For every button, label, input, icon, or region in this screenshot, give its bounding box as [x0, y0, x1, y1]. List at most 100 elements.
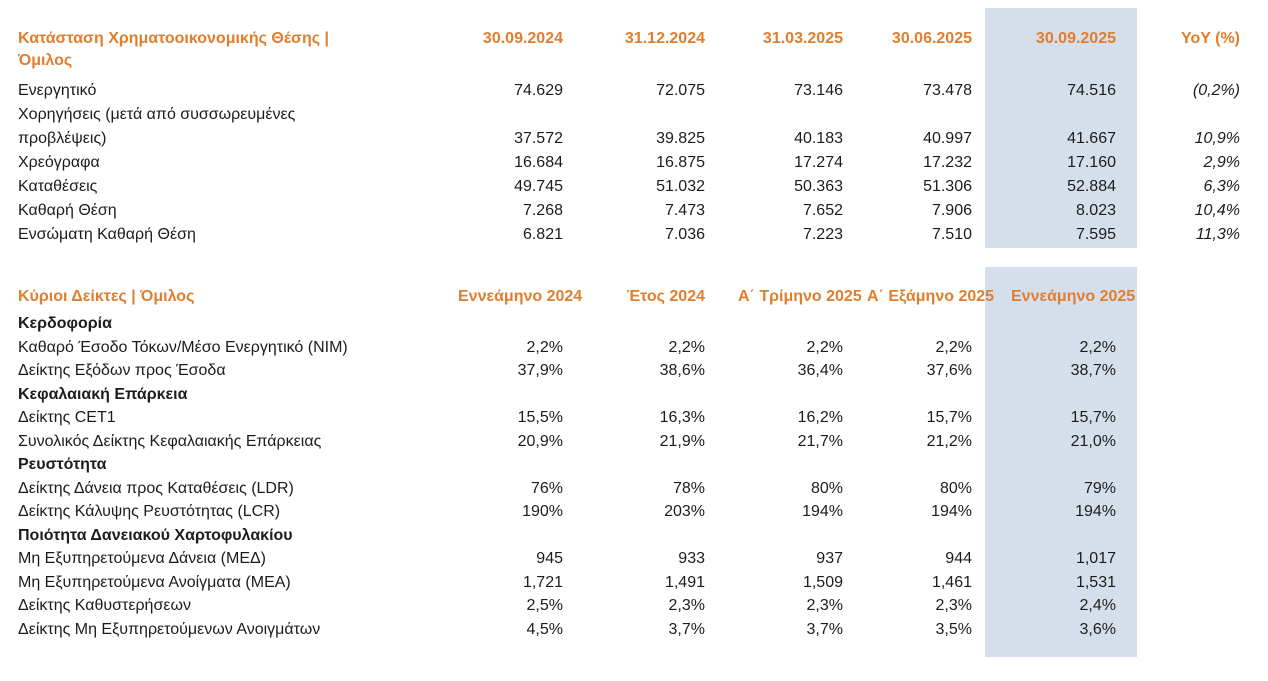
cell-value: 73.146 — [794, 82, 843, 99]
column-header-label: 30.09.2025 — [1035, 30, 1116, 47]
key-ratios-row: Δείκτης Κάλυψης Ρευστότητας (LCR) 190% 203… — [18, 500, 1268, 524]
cell-value: 194% — [1075, 503, 1116, 520]
key-ratios-row: Μη Εξυπηρετούμενα Ανοίγματα (ΜΕΑ) 1,721 1,… — [18, 571, 1268, 595]
cell-value: 937 — [816, 550, 843, 567]
cell-value: 7.595 — [1075, 226, 1116, 243]
column-header-year-2024: Έτος 2024 — [563, 286, 705, 308]
cell-value: 21,0% — [1070, 432, 1116, 450]
cell-value: 3,6% — [1079, 620, 1116, 638]
financial-position-row: Καταθέσεις 49.745 51.032 50.363 51.306 52.884… — [18, 175, 1268, 199]
cell-value: 945 — [536, 550, 563, 567]
section-label: Κεφαλαιακή Επάρκεια — [18, 385, 188, 403]
financial-position-rows: Ενεργητικό 74.629 72.075 73.146 73.478 74.516… — [18, 79, 1268, 247]
key-ratios-row: Δείκτης Καθυστερήσεων 2,5% 2,3% 2,3% 2,3% 2,4… — [18, 594, 1268, 618]
cell-value: 41.667 — [1067, 130, 1116, 147]
financial-position-row: Καθαρή Θέση 7.268 7.473 7.652 7.906 8.023 10,4… — [18, 199, 1268, 223]
column-header-label: YoY (%) — [1181, 30, 1240, 47]
row-label: Δείκτης CET1 — [18, 409, 116, 426]
key-ratios-table: Κύριοι Δείκτες | Όμιλος Εννεάμηνο 2024 Έ… — [0, 286, 1268, 641]
financial-position-title: Κατάσταση Χρηματοοικονομικής Θέσης | Όμι… — [18, 30, 330, 69]
cell-value: 16.684 — [514, 154, 563, 171]
cell-value: 1,509 — [802, 573, 843, 591]
cell-value: 17.232 — [923, 154, 972, 171]
cell-value: 15,7% — [1070, 409, 1116, 426]
cell-value: 4,5% — [526, 620, 563, 638]
highlight-column-band-key-ratios — [985, 267, 1137, 657]
row-label: Δείκτης Μη Εξυπηρετούμενων Ανοιγμάτων — [18, 620, 321, 638]
cell-value: 40.997 — [923, 130, 972, 147]
cell-value: 2,3% — [806, 597, 843, 614]
cell-value: 2,3% — [668, 597, 705, 614]
financial-position-row: Χρεόγραφα 16.684 16.875 17.274 17.232 17.160 2… — [18, 151, 1268, 175]
cell-value: 36,4% — [797, 362, 843, 379]
column-header-label: Έτος 2024 — [626, 288, 705, 305]
row-label: Χρεόγραφα — [18, 154, 100, 171]
row-label: Συνολικός Δείκτης Κεφαλαιακής Επάρκειας — [18, 432, 322, 450]
highlight-column-band-financial-position — [985, 8, 1137, 248]
cell-value: 52.884 — [1067, 178, 1116, 195]
column-header-30-09-2024: 30.09.2024 — [378, 28, 563, 50]
cell-value: 2,3% — [935, 597, 972, 614]
cell-value: 37.572 — [514, 130, 563, 147]
cell-value: 21,7% — [797, 432, 843, 450]
column-header-label: 30.06.2025 — [891, 30, 972, 47]
key-ratios-row: Δείκτης Μη Εξυπηρετούμενων Ανοιγμάτων 4,5… — [18, 618, 1268, 642]
column-header-label: 31.03.2025 — [762, 30, 843, 47]
cell-value: 21,2% — [926, 432, 972, 450]
key-ratios-row: Δείκτης CET1 15,5% 16,3% 16,2% 15,7% 15,7% — [18, 406, 1268, 430]
cell-value: 40.183 — [794, 130, 843, 147]
cell-value: 74.629 — [514, 82, 563, 99]
key-ratios-section-row: Ρευστότητα — [18, 453, 1268, 477]
cell-value: 1,721 — [522, 573, 563, 591]
row-label: Ενεργητικό — [18, 82, 97, 99]
cell-value: 79% — [1083, 479, 1116, 497]
cell-value: 21,9% — [659, 432, 705, 450]
row-label: Δείκτης Εξόδων προς Έσοδα — [18, 362, 226, 379]
column-header-31-12-2024: 31.12.2024 — [563, 28, 705, 50]
financial-position-header-row: Κατάσταση Χρηματοοικονομικής Θέσης | Όμι… — [18, 28, 1268, 72]
cell-value: 80% — [810, 479, 843, 497]
cell-value: 2,5% — [526, 597, 563, 614]
cell-value: 17.274 — [794, 154, 843, 171]
cell-value: 1,491 — [664, 573, 705, 591]
cell-value: 7.473 — [664, 202, 705, 219]
cell-value: 194% — [931, 503, 972, 520]
cell-value: 6.821 — [522, 226, 563, 243]
key-ratios-section-row: Ποιότητα Δανειακού Χαρτοφυλακίου — [18, 524, 1268, 548]
row-label: Μη Εξυπηρετούμενα Ανοίγματα (ΜΕΑ) — [18, 573, 291, 591]
financial-position-row: Ενεργητικό 74.629 72.075 73.146 73.478 74.516… — [18, 79, 1268, 103]
cell-value: 1,461 — [931, 573, 972, 591]
column-header-nine-months-2025-highlighted: Εννεάμηνο 2025 — [972, 286, 1138, 308]
cell-value: 7.036 — [664, 226, 705, 243]
key-ratios-row: Συνολικός Δείκτης Κεφαλαιακής Επάρκειας 2… — [18, 430, 1268, 454]
section-label: Ρευστότητα — [18, 456, 107, 473]
cell-value: 194% — [802, 503, 843, 520]
key-ratios-header-row: Κύριοι Δείκτες | Όμιλος Εννεάμηνο 2024 Έ… — [18, 286, 1268, 308]
cell-value: 37,6% — [926, 362, 972, 379]
key-ratios-title: Κύριοι Δείκτες | Όμιλος — [18, 288, 195, 305]
cell-value: 16,2% — [797, 409, 843, 426]
column-header-label: 30.09.2024 — [482, 30, 563, 47]
cell-value: 7.906 — [931, 202, 972, 219]
yoy-value: 11,3% — [1195, 226, 1240, 243]
column-header-30-06-2025: 30.06.2025 — [843, 28, 972, 50]
cell-value: 7.510 — [931, 226, 972, 243]
yoy-value: 6,3% — [1203, 178, 1240, 195]
cell-value: 15,5% — [517, 409, 563, 426]
row-label: Καθαρό Έσοδο Τόκων/Μέσο Ενεργητικό (ΝΙΜ) — [18, 338, 348, 356]
cell-value: 49.745 — [514, 178, 563, 195]
cell-value: 2,2% — [668, 338, 705, 356]
cell-value: 38,7% — [1070, 362, 1116, 379]
cell-value: 3,7% — [806, 620, 843, 638]
cell-value: 38,6% — [659, 362, 705, 379]
cell-value: 1,017 — [1075, 550, 1116, 567]
cell-value: 7.223 — [802, 226, 843, 243]
key-ratios-rows: Κερδοφορία Καθαρό Έσοδο Τόκων/Μέσο Ενεργη… — [18, 312, 1268, 641]
column-header-yoy: YoY (%) — [1138, 28, 1240, 50]
column-header-nine-months-2024: Εννεάμηνο 2024 — [448, 286, 582, 308]
row-label: Καθαρή Θέση — [18, 202, 117, 219]
cell-value: 2,4% — [1079, 597, 1116, 614]
key-ratios-section-row: Κερδοφορία — [18, 312, 1268, 336]
financial-position-table: Κατάσταση Χρηματοοικονομικής Θέσης | Όμι… — [0, 28, 1268, 247]
column-header-label: 31.12.2024 — [624, 30, 705, 47]
